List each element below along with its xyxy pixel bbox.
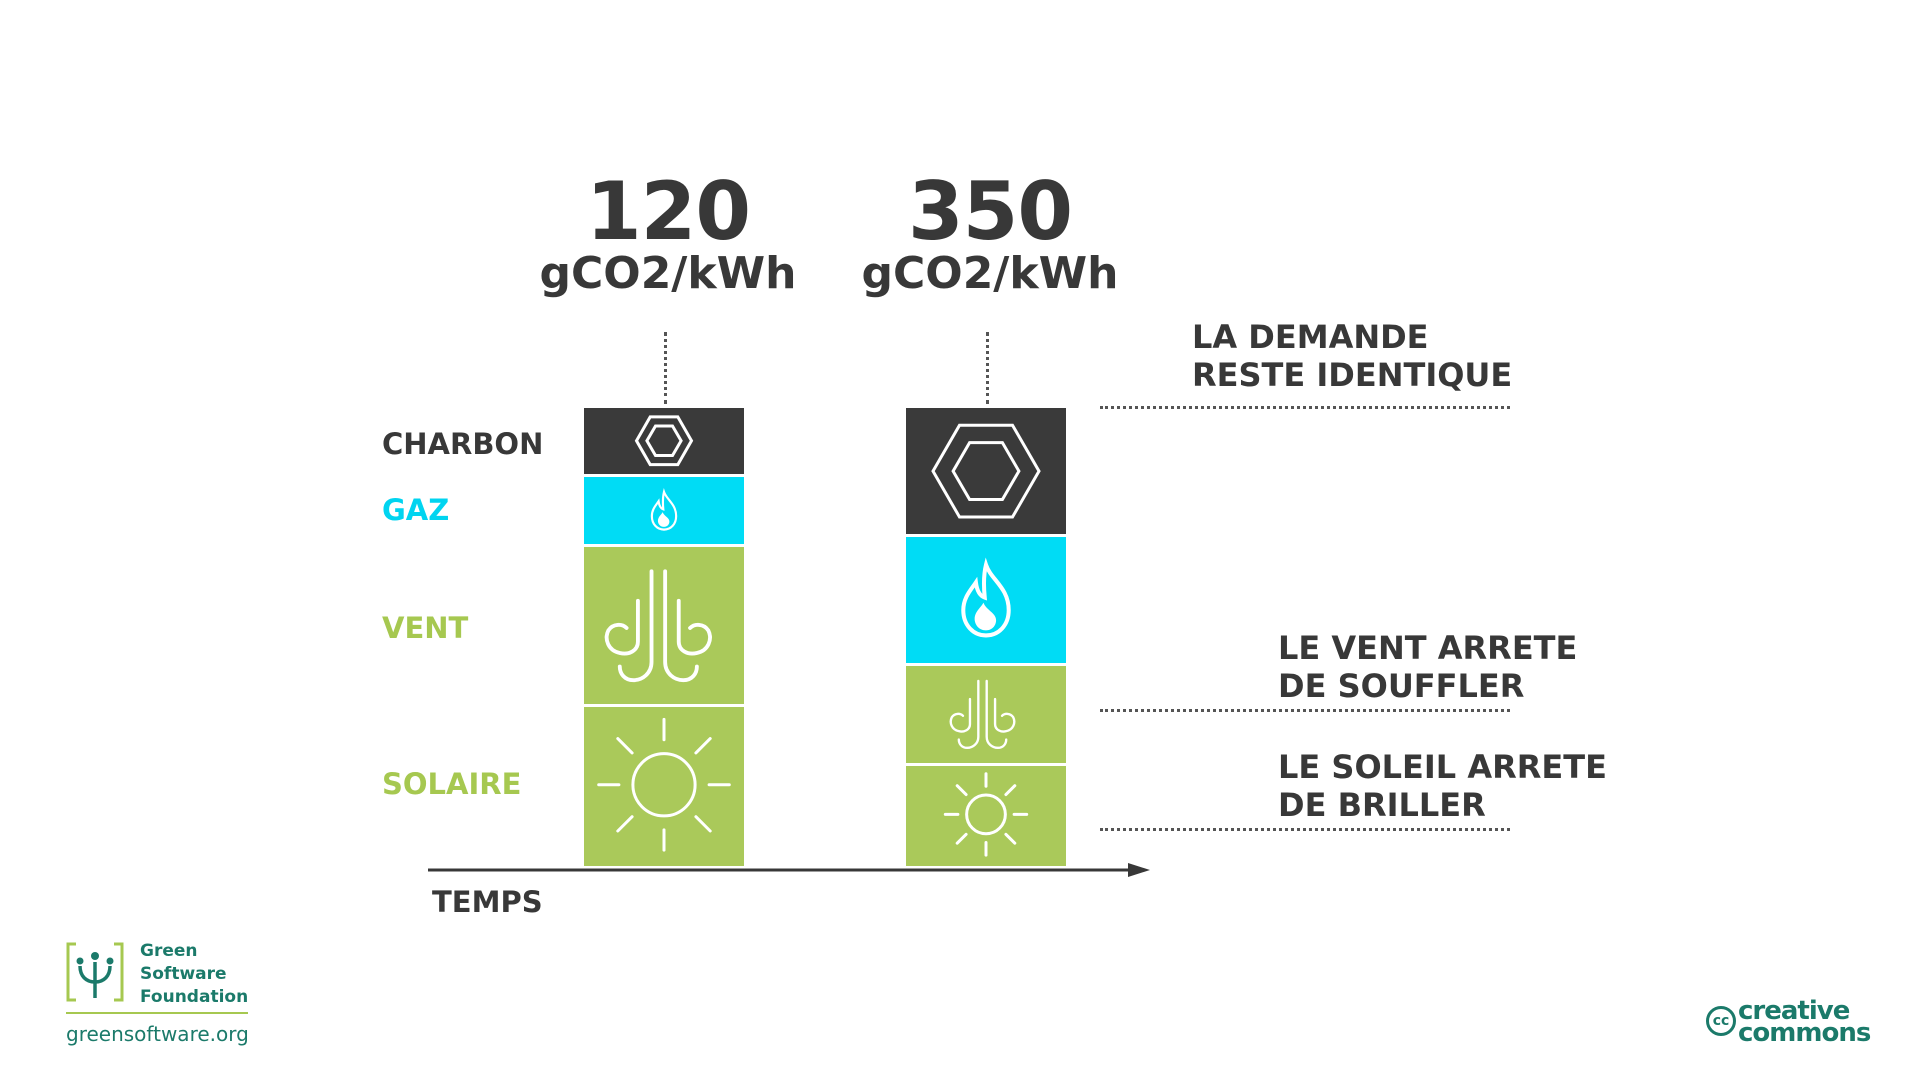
annotation-sun: LE SOLEIL ARRETE DE BRILLER xyxy=(1278,748,1607,824)
green-software-foundation-logo-icon xyxy=(66,942,124,1002)
brand-name: Green Software Foundation xyxy=(140,940,248,1009)
bar-1-value: 120 xyxy=(586,165,751,258)
bar-2-value: 350 xyxy=(908,165,1073,258)
footer-divider xyxy=(66,1012,248,1014)
annotation-wind-line-1: LE VENT ARRETE xyxy=(1278,629,1578,667)
legend-charbon: CHARBON xyxy=(382,427,544,461)
bar-2-segment-gaz xyxy=(906,537,1066,664)
time-axis xyxy=(428,863,1150,877)
cc-line-1: creative xyxy=(1738,996,1850,1026)
bar-1-segment-charbon xyxy=(584,408,744,474)
bar-2-unit: gCO2/kWh xyxy=(861,248,1119,299)
sun-icon xyxy=(597,718,731,853)
annotation-wind: LE VENT ARRETE DE SOUFFLER xyxy=(1278,629,1577,705)
flame-icon xyxy=(650,487,678,531)
creative-commons-text: creative commons xyxy=(1738,996,1871,1048)
annotation-demand-line-1: LA DEMANDE xyxy=(1192,318,1429,356)
legend-solaire: SOLAIRE xyxy=(382,767,522,801)
bar-1-connector xyxy=(664,332,667,404)
sun-dotted-line xyxy=(1100,828,1510,831)
bar-2-segment-solaire xyxy=(906,766,1066,866)
axis-label-temps: TEMPS xyxy=(432,885,543,919)
brand-line-2: Software xyxy=(140,964,227,984)
coal-hexagon-icon xyxy=(931,423,1041,519)
brand-line-3: Foundation xyxy=(140,987,249,1007)
bar-1-segment-gaz xyxy=(584,476,744,544)
annotation-sun-line-2: DE BRILLER xyxy=(1278,786,1486,824)
bar-2 xyxy=(906,408,1066,866)
cc-line-2: commons xyxy=(1738,1018,1871,1048)
coal-hexagon-icon xyxy=(634,415,694,467)
wind-icon xyxy=(949,680,1016,750)
legend-vent: VENT xyxy=(382,611,469,645)
bar-2-segment-charbon xyxy=(906,408,1066,535)
annotation-demand-line-2: RESTE IDENTIQUE xyxy=(1192,356,1513,394)
annotation-demand: LA DEMANDE RESTE IDENTIQUE xyxy=(1192,318,1512,394)
bar-1-segment-solaire xyxy=(584,707,744,866)
bar-1-segment-vent xyxy=(584,546,744,705)
bar-1 xyxy=(584,408,744,866)
annotation-sun-line-1: LE SOLEIL ARRETE xyxy=(1278,748,1607,786)
demand-dotted-line xyxy=(1100,406,1510,409)
bar-2-segment-vent xyxy=(906,666,1066,764)
creative-commons-icon: cc xyxy=(1706,1006,1736,1036)
brand-line-1: Green xyxy=(140,941,198,961)
legend-gaz: GAZ xyxy=(382,493,450,527)
flame-icon xyxy=(961,557,1011,638)
bar-1-unit: gCO2/kWh xyxy=(539,248,797,299)
wind-icon xyxy=(604,569,712,683)
sun-icon xyxy=(943,772,1029,857)
bar-2-connector xyxy=(986,332,989,404)
wind-dotted-line xyxy=(1100,709,1510,712)
footer-url[interactable]: greensoftware.org xyxy=(66,1022,249,1046)
annotation-wind-line-2: DE SOUFFLER xyxy=(1278,667,1525,705)
